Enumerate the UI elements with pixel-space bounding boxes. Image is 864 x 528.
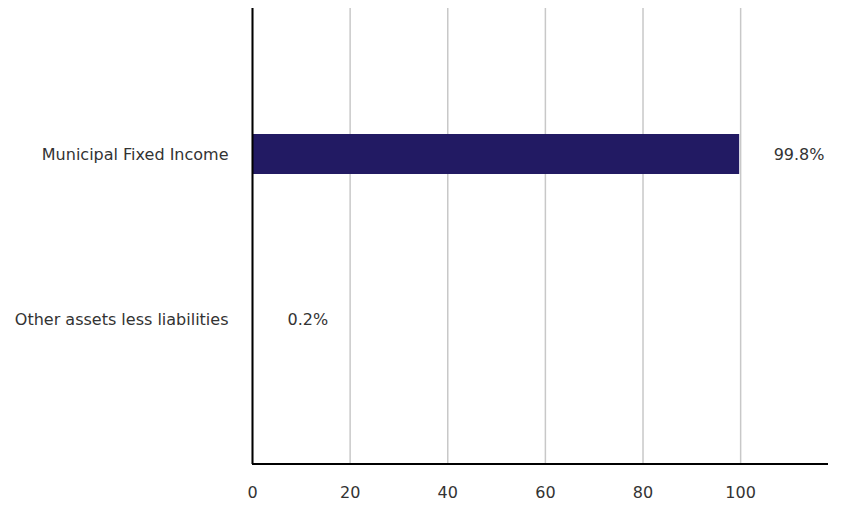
svg-text:100: 100 (725, 483, 756, 502)
svg-text:0.2%: 0.2% (287, 310, 328, 329)
svg-text:20: 20 (340, 483, 360, 502)
svg-text:40: 40 (438, 483, 458, 502)
svg-text:Other assets less liabilities: Other assets less liabilities (15, 310, 229, 329)
svg-text:0: 0 (247, 483, 257, 502)
svg-text:60: 60 (535, 483, 555, 502)
svg-text:99.8%: 99.8% (774, 145, 825, 164)
svg-text:Municipal Fixed Income: Municipal Fixed Income (42, 145, 229, 164)
svg-text:80: 80 (633, 483, 653, 502)
